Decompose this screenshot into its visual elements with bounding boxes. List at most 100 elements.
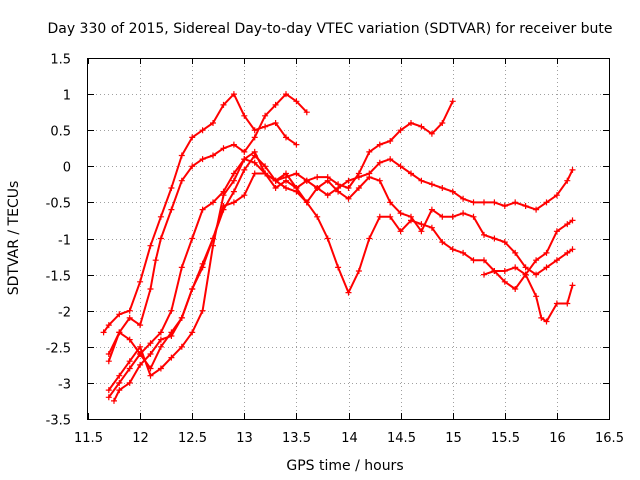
data-point bbox=[189, 134, 196, 141]
data-point bbox=[355, 268, 362, 274]
data-point bbox=[501, 239, 508, 246]
data-point bbox=[439, 213, 446, 220]
x-tick-label: 14.5 bbox=[387, 431, 416, 446]
data-point bbox=[105, 387, 112, 394]
data-point bbox=[439, 239, 446, 246]
y-tick-label: -1 bbox=[58, 234, 71, 249]
x-tick-label: 12.5 bbox=[178, 431, 207, 446]
data-point bbox=[241, 112, 248, 119]
data-point bbox=[481, 257, 487, 264]
data-point bbox=[262, 123, 269, 130]
data-point bbox=[157, 235, 164, 242]
data-point bbox=[335, 264, 342, 271]
data-point bbox=[501, 278, 508, 285]
data-point bbox=[116, 311, 123, 318]
data-point bbox=[376, 159, 383, 166]
y-tick-label: -2.5 bbox=[46, 342, 71, 357]
data-point bbox=[168, 354, 175, 361]
data-point bbox=[210, 120, 216, 126]
data-point bbox=[251, 148, 258, 155]
data-point bbox=[241, 156, 248, 163]
data-point bbox=[501, 268, 508, 274]
y-tick-label: -3 bbox=[58, 378, 71, 393]
data-point bbox=[272, 177, 279, 184]
data-point bbox=[147, 340, 154, 347]
data-point bbox=[449, 98, 456, 105]
data-point bbox=[126, 314, 133, 321]
y-tick-label: 1 bbox=[63, 89, 71, 104]
data-point bbox=[460, 249, 467, 256]
data-point bbox=[522, 271, 529, 278]
data-point bbox=[189, 163, 196, 170]
data-point bbox=[408, 120, 414, 126]
data-point bbox=[481, 199, 487, 206]
data-point bbox=[533, 293, 540, 300]
plot-frame bbox=[87, 58, 610, 420]
data-point bbox=[199, 206, 206, 213]
series-line bbox=[107, 150, 574, 392]
data-point bbox=[418, 123, 425, 130]
data-point bbox=[522, 203, 529, 209]
x-tick-label: 16 bbox=[549, 431, 566, 446]
data-point bbox=[262, 163, 269, 170]
x-tick-label: 11.5 bbox=[74, 431, 103, 446]
data-point bbox=[283, 174, 289, 181]
data-point bbox=[314, 213, 321, 220]
data-point bbox=[230, 199, 237, 206]
data-point bbox=[491, 268, 498, 274]
x-tick-label: 16.5 bbox=[595, 431, 624, 446]
data-point bbox=[116, 379, 123, 386]
series-line bbox=[113, 172, 574, 402]
data-point bbox=[553, 300, 560, 307]
data-point bbox=[230, 188, 237, 195]
data-point bbox=[481, 271, 487, 278]
data-point bbox=[428, 181, 435, 188]
data-point bbox=[157, 336, 164, 343]
data-point bbox=[408, 170, 414, 177]
data-point bbox=[569, 166, 576, 173]
data-point bbox=[126, 358, 133, 365]
data-point bbox=[178, 264, 185, 271]
data-point bbox=[428, 224, 435, 231]
data-point bbox=[100, 329, 107, 336]
data-point bbox=[418, 221, 425, 228]
x-tick-label: 14 bbox=[341, 431, 358, 446]
series-satellite-track-7 bbox=[481, 264, 576, 325]
data-point bbox=[345, 185, 352, 191]
data-point bbox=[157, 329, 164, 336]
data-point bbox=[199, 264, 206, 271]
data-point bbox=[293, 98, 300, 105]
data-point bbox=[418, 177, 425, 184]
data-point bbox=[314, 185, 321, 191]
data-point bbox=[241, 192, 248, 199]
data-point bbox=[293, 170, 300, 177]
data-point bbox=[387, 156, 394, 163]
data-point bbox=[324, 177, 331, 184]
data-point bbox=[210, 242, 216, 249]
data-point bbox=[439, 185, 446, 191]
data-point bbox=[152, 257, 159, 264]
data-point bbox=[533, 271, 540, 278]
data-point bbox=[418, 228, 425, 235]
data-point bbox=[449, 188, 456, 195]
data-point bbox=[178, 177, 185, 184]
data-point bbox=[355, 185, 362, 191]
data-point bbox=[220, 101, 227, 108]
data-point bbox=[105, 358, 112, 365]
data-point bbox=[569, 246, 576, 253]
data-point bbox=[553, 192, 560, 199]
data-point bbox=[199, 127, 206, 134]
data-point bbox=[241, 166, 248, 173]
data-point bbox=[345, 289, 352, 296]
data-point bbox=[428, 206, 435, 213]
data-point bbox=[533, 206, 540, 213]
data-point bbox=[199, 307, 206, 314]
data-point bbox=[543, 264, 550, 271]
data-point bbox=[345, 177, 352, 184]
data-point bbox=[262, 170, 269, 177]
data-point bbox=[105, 394, 112, 401]
data-point bbox=[199, 156, 206, 163]
data-point bbox=[241, 148, 248, 155]
data-point bbox=[366, 148, 373, 155]
